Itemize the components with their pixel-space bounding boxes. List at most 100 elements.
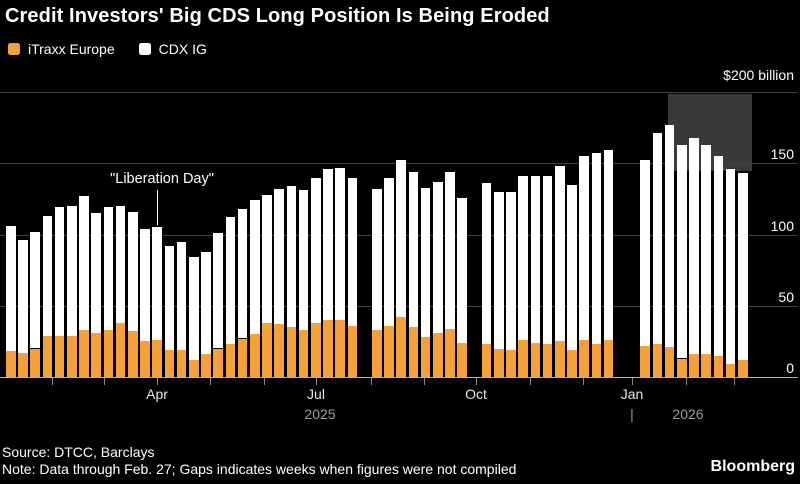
bar-segment-cdx	[738, 173, 748, 360]
bar-segment-cdx	[652, 133, 663, 345]
bar-segment-cdx	[201, 251, 211, 355]
month-tick	[210, 378, 211, 385]
month-tick	[264, 378, 265, 385]
bar-segment-itraxx	[347, 325, 358, 377]
bar-segment-cdx	[176, 241, 187, 350]
bar-segment-itraxx	[30, 348, 40, 377]
month-tick	[632, 378, 633, 385]
bar-segment-itraxx	[54, 335, 65, 377]
source-text: Source: DTCC, Barclays	[2, 444, 155, 460]
bar-segment-itraxx	[115, 322, 126, 377]
bar-segment-itraxx	[262, 322, 272, 377]
bar-segment-cdx	[18, 240, 28, 353]
bar-segment-cdx	[494, 191, 504, 349]
bar-segment-itraxx	[713, 355, 724, 377]
bar-segment-itraxx	[725, 364, 736, 377]
bar-segment-cdx	[298, 190, 309, 330]
month-tick	[734, 378, 735, 385]
bar-segment-cdx	[445, 171, 455, 329]
bar-segment-itraxx	[323, 320, 333, 377]
bar-segment-cdx	[152, 227, 162, 340]
legend: iTraxx Europe CDX IG	[8, 41, 207, 57]
bar-segment-cdx	[250, 200, 260, 335]
bar-segment-itraxx	[396, 317, 406, 377]
bar-segment-cdx	[335, 167, 345, 320]
bar-segment-cdx	[6, 226, 16, 352]
y-axis-tick-label: 150	[770, 146, 794, 163]
x-axis-baseline	[0, 377, 798, 378]
month-tick	[530, 378, 531, 385]
bar-segment-cdx	[286, 186, 297, 328]
month-label: Oct	[465, 386, 487, 402]
bar-segment-cdx	[579, 156, 589, 340]
bar-segment-cdx	[420, 187, 431, 338]
bar-segment-cdx	[701, 144, 711, 355]
bar-segment-itraxx	[530, 342, 541, 377]
bar-segment-cdx	[408, 171, 419, 328]
bar-segment-cdx	[54, 207, 65, 336]
bar-segment-cdx	[591, 153, 602, 345]
bar-segment-itraxx	[335, 320, 345, 377]
bar-segment-itraxx	[384, 325, 394, 377]
liberation-day-annotation: "Liberation Day"	[110, 171, 214, 187]
bar-segment-cdx	[347, 177, 358, 326]
bar-segment-cdx	[372, 188, 382, 330]
bar-segment-itraxx	[433, 332, 443, 377]
itraxx-swatch-icon	[8, 43, 20, 55]
bloomberg-logo: Bloomberg	[710, 458, 795, 475]
bar-segment-itraxx	[591, 344, 602, 377]
bar-segment-cdx	[481, 183, 492, 345]
month-label: Apr	[146, 386, 168, 402]
bar-segment-cdx	[323, 168, 333, 320]
bar-segment-itraxx	[555, 341, 565, 377]
legend-item-itraxx: iTraxx Europe	[8, 41, 115, 57]
bar-segment-itraxx	[225, 344, 236, 377]
bar-segment-itraxx	[579, 339, 589, 377]
bar-segment-cdx	[103, 207, 114, 330]
bar-segment-cdx	[115, 206, 126, 323]
bar-segment-itraxx	[408, 327, 419, 377]
bar-segment-cdx	[237, 208, 248, 339]
bar-segment-itraxx	[189, 359, 199, 377]
bar-segment-itraxx	[176, 349, 187, 377]
year-label: 2026	[672, 406, 704, 422]
bar-segment-cdx	[79, 196, 89, 330]
bar-segment-cdx	[530, 176, 541, 343]
bar-segment-itraxx	[274, 324, 284, 377]
legend-label-itraxx: iTraxx Europe	[28, 41, 115, 57]
bar-segment-itraxx	[506, 349, 516, 377]
bar-segment-itraxx	[103, 330, 114, 377]
bar-segment-cdx	[67, 206, 77, 336]
bar-segment-itraxx	[542, 344, 553, 377]
bar-segment-cdx	[506, 191, 516, 350]
bar-segment-cdx	[433, 181, 443, 333]
legend-item-cdx: CDX IG	[138, 41, 207, 57]
bar-segment-cdx	[213, 233, 223, 349]
year-label: 2025	[304, 406, 336, 422]
bar-segment-cdx	[384, 177, 394, 326]
bar-segment-itraxx	[152, 339, 162, 377]
bar-segment-itraxx	[677, 358, 687, 377]
bar-segment-cdx	[457, 197, 467, 343]
bar-segment-cdx	[555, 166, 565, 342]
bar-segment-itraxx	[286, 327, 297, 377]
bar-segment-cdx	[225, 217, 236, 345]
bar-segment-itraxx	[250, 334, 260, 378]
month-tick	[424, 378, 425, 385]
bar-segment-itraxx	[640, 345, 650, 377]
bar-segment-cdx	[262, 194, 272, 323]
bar-segment-itraxx	[164, 349, 175, 377]
bar-segment-itraxx	[42, 335, 53, 377]
bar-segment-cdx	[42, 216, 53, 336]
bar-segment-itraxx	[701, 354, 711, 377]
legend-label-cdx: CDX IG	[158, 41, 207, 57]
bar-segment-itraxx	[420, 337, 431, 377]
bar-segment-cdx	[713, 156, 724, 356]
month-tick	[476, 378, 477, 385]
bar-segment-itraxx	[6, 351, 16, 378]
bar-segment-itraxx	[213, 348, 223, 377]
bar-segment-cdx	[664, 124, 675, 348]
y-axis-tick-label: 0	[786, 360, 794, 376]
bar-segment-itraxx	[652, 344, 663, 377]
